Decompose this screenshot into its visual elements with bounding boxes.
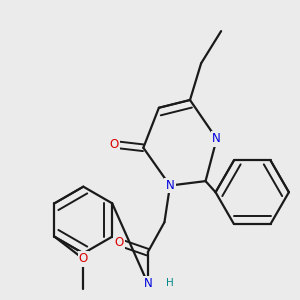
Text: O: O — [79, 252, 88, 266]
Text: O: O — [110, 138, 119, 151]
Text: N: N — [143, 277, 152, 290]
Text: H: H — [166, 278, 174, 288]
Text: N: N — [166, 179, 174, 192]
Text: O: O — [114, 236, 124, 249]
Text: N: N — [212, 132, 221, 146]
